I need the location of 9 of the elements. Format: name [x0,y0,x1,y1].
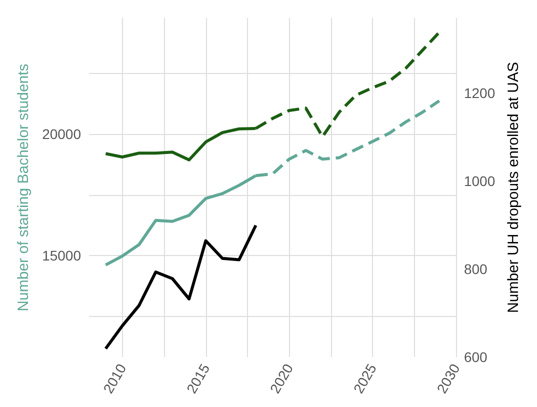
y2-tick-label: 600 [464,349,488,365]
y2-tick-label: 1200 [464,84,496,101]
y-tick-label: 15000 [42,247,82,264]
y2-tick-label: 800 [464,260,488,277]
y-axis-title: Number of starting Bachelor students [15,64,32,312]
y2-tick-label: 1000 [464,172,496,189]
y2-axis-title: Number UH dropouts enrolled at UAS [505,62,522,313]
line-series [104,224,258,350]
y-tick-label: 20000 [42,126,82,142]
